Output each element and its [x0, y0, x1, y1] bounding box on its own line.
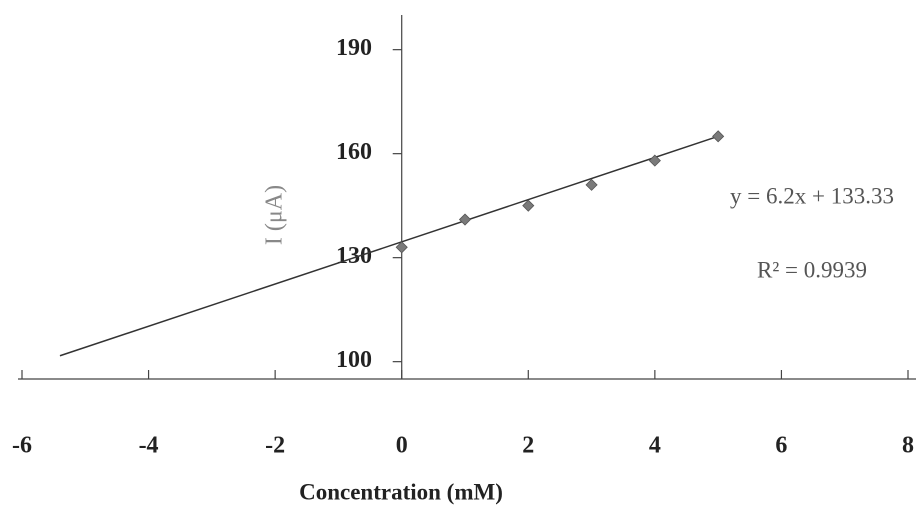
x-tick-label: 0 — [396, 433, 408, 459]
data-point — [395, 241, 408, 254]
data-point — [648, 154, 661, 167]
y-tick-label: 100 — [336, 347, 372, 373]
r-squared: R² = 0.9939 — [757, 257, 867, 282]
data-point — [712, 130, 725, 143]
data-point — [458, 213, 472, 226]
x-axis-label: Concentration (mM) — [299, 479, 503, 504]
y-tick-label: 130 — [336, 243, 372, 269]
x-tick-label: -2 — [265, 433, 285, 459]
x-tick-label: -6 — [12, 433, 32, 459]
y-tick-label: 190 — [336, 35, 372, 61]
y-axis-label: I (μA) — [262, 185, 288, 245]
y-tick-label: 160 — [336, 139, 372, 165]
equation: y = 6.2x + 133.33 — [730, 183, 894, 208]
x-tick-label: 6 — [775, 433, 787, 459]
x-tick-label: 4 — [649, 433, 661, 459]
x-tick-label: -4 — [139, 433, 159, 459]
x-tick-label: 8 — [902, 433, 914, 459]
data-point — [585, 178, 598, 191]
x-tick-label: 2 — [522, 433, 534, 459]
data-point — [522, 199, 535, 212]
trendline — [59, 135, 719, 357]
